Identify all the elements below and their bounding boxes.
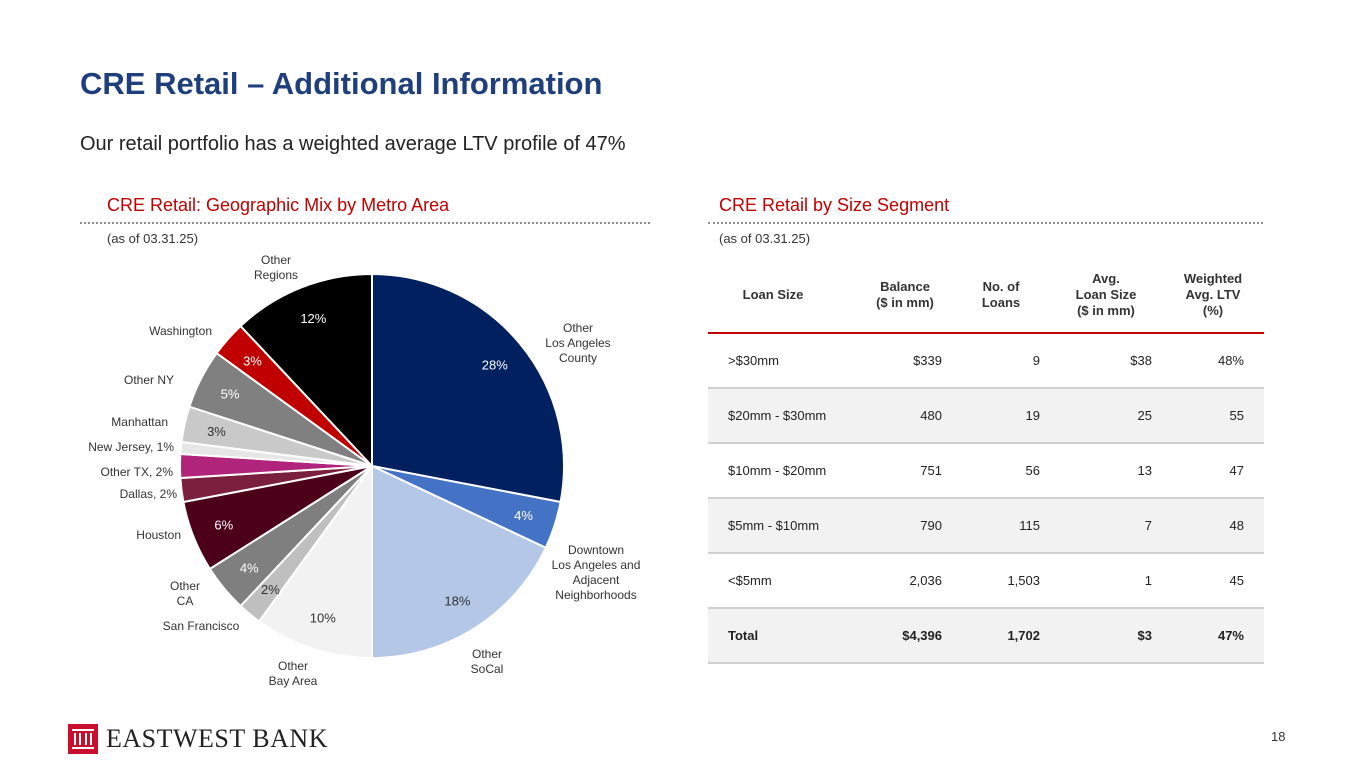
- cell-loan-size: >$30mm: [728, 353, 779, 368]
- pie-slice: [371, 272, 565, 504]
- cell-balance: 2,036: [909, 573, 942, 588]
- pie-slice: [257, 462, 373, 660]
- cell-no-of-loans: 1,702: [1007, 628, 1040, 643]
- cell-avg-loan-size: $3: [1137, 628, 1152, 643]
- pie-slice: [371, 464, 548, 660]
- cell-no-of-loans: 19: [1025, 408, 1040, 423]
- page-number: 18: [1271, 729, 1286, 744]
- right-divider: [708, 222, 1263, 224]
- page-title: CRE Retail – Additional Information: [80, 66, 603, 101]
- cell-no-of-loans: 1,503: [1007, 573, 1040, 588]
- geographic-mix-pie-chart: 28% Other Los Angeles County 4% Downtown Los A…: [88, 253, 641, 688]
- table-total-row: Total $4,396 1,702 $3 47%: [708, 609, 1264, 664]
- col-header-balance: Balance ($ in mm): [876, 279, 934, 310]
- cell-weighted-ltv: 48%: [1217, 353, 1244, 368]
- slice-percent-label: 3%: [243, 354, 262, 369]
- pie-slice: [239, 272, 373, 469]
- table-header-row: Loan Size Balance ($ in mm) No. of Loans…: [708, 258, 1264, 334]
- cell-weighted-ltv: 48: [1229, 518, 1244, 533]
- slice-percent-label: 5%: [221, 387, 240, 402]
- col-header-loan-size: Loan Size: [742, 287, 804, 302]
- slice-category-label: Washington: [149, 324, 212, 338]
- table-row: $20mm - $30mm 480 19 25 55: [708, 389, 1264, 444]
- slice-category-label: Other Bay Area: [269, 659, 318, 688]
- cell-loan-size: <$5mm: [728, 573, 772, 588]
- brand-logo: EASTWEST BANK: [68, 724, 328, 754]
- slice-category-label: Downtown Los Angeles and Adjacent Neighborh…: [552, 543, 641, 602]
- cell-balance: $339: [913, 353, 942, 368]
- cell-balance: 480: [920, 408, 942, 423]
- cell-no-of-loans: 115: [1019, 518, 1040, 533]
- slice-category-label: Other SoCal: [471, 647, 504, 676]
- slice-category-label: Other Los Angeles County: [545, 321, 610, 365]
- cell-no-of-loans: 9: [1032, 353, 1040, 368]
- cell-weighted-ltv: 45: [1229, 573, 1244, 588]
- slice-category-label: New Jersey, 1%: [88, 440, 174, 454]
- slice-percent-label: 4%: [514, 508, 533, 523]
- pie-as-of: (as of 03.31.25): [107, 231, 199, 246]
- cell-loan-size: $20mm - $30mm: [728, 408, 827, 423]
- slice-percent-label: 6%: [214, 518, 233, 533]
- cell-loan-size: $5mm - $10mm: [728, 518, 820, 533]
- cell-avg-loan-size: 25: [1137, 408, 1152, 423]
- slice-category-label: San Francisco: [163, 619, 240, 633]
- cell-balance: $4,396: [902, 628, 942, 643]
- cell-avg-loan-size: $38: [1130, 353, 1152, 368]
- cell-no-of-loans: 56: [1025, 463, 1040, 478]
- bank-logo-icon: [68, 724, 98, 754]
- brand-name: EASTWEST BANK: [106, 724, 328, 753]
- slice-category-label: Manhattan: [111, 415, 168, 429]
- slice-category-label: Houston: [136, 528, 181, 542]
- cell-loan-size: Total: [728, 628, 759, 643]
- slice-percent-label: 18%: [444, 594, 470, 609]
- slice-percent-label: 3%: [207, 424, 226, 439]
- cell-avg-loan-size: 1: [1144, 573, 1152, 588]
- cell-avg-loan-size: 7: [1144, 518, 1152, 533]
- pie-heading: CRE Retail: Geographic Mix by Metro Area: [107, 195, 450, 215]
- slice-category-label: Other NY: [124, 373, 174, 387]
- slice-percent-label: 2%: [261, 582, 280, 597]
- slice-percent-label: 4%: [240, 561, 259, 576]
- table-heading: CRE Retail by Size Segment: [719, 195, 950, 215]
- col-header-no-of-loans: No. of Loans: [981, 279, 1021, 310]
- cell-balance: 751: [920, 463, 942, 478]
- slice-category-label: Other TX, 2%: [101, 465, 174, 479]
- slice-percent-label: 10%: [310, 611, 336, 626]
- table-row: >$30mm $339 9 $38 48%: [708, 334, 1264, 389]
- slice-percent-label: 28%: [482, 357, 508, 372]
- table-row: $10mm - $20mm 751 56 13 47: [708, 444, 1264, 499]
- cell-avg-loan-size: 13: [1137, 463, 1152, 478]
- slice-category-label: Other Regions: [254, 253, 298, 282]
- slice-category-label: Other CA: [170, 579, 200, 608]
- cell-weighted-ltv: 55: [1229, 408, 1244, 423]
- page-subtitle: Our retail portfolio has a weighted aver…: [80, 133, 626, 155]
- cell-weighted-ltv: 47: [1229, 463, 1244, 478]
- size-segment-table: Loan Size Balance ($ in mm) No. of Loans…: [708, 258, 1264, 664]
- table-row: $5mm - $10mm 790 115 7 48: [708, 499, 1264, 554]
- cell-weighted-ltv: 47%: [1217, 628, 1244, 643]
- slice-percent-label: 12%: [300, 311, 326, 326]
- left-divider: [80, 222, 650, 224]
- cell-loan-size: $10mm - $20mm: [728, 463, 827, 478]
- col-header-weighted-ltv: Weighted Avg. LTV (%): [1183, 271, 1243, 318]
- cell-balance: 790: [920, 518, 942, 533]
- col-header-avg-loan-size: Avg. Loan Size ($ in mm): [1075, 271, 1137, 318]
- table-as-of: (as of 03.31.25): [719, 231, 811, 246]
- slice-category-label: Dallas, 2%: [120, 487, 178, 501]
- table-row: <$5mm 2,036 1,503 1 45: [708, 554, 1264, 609]
